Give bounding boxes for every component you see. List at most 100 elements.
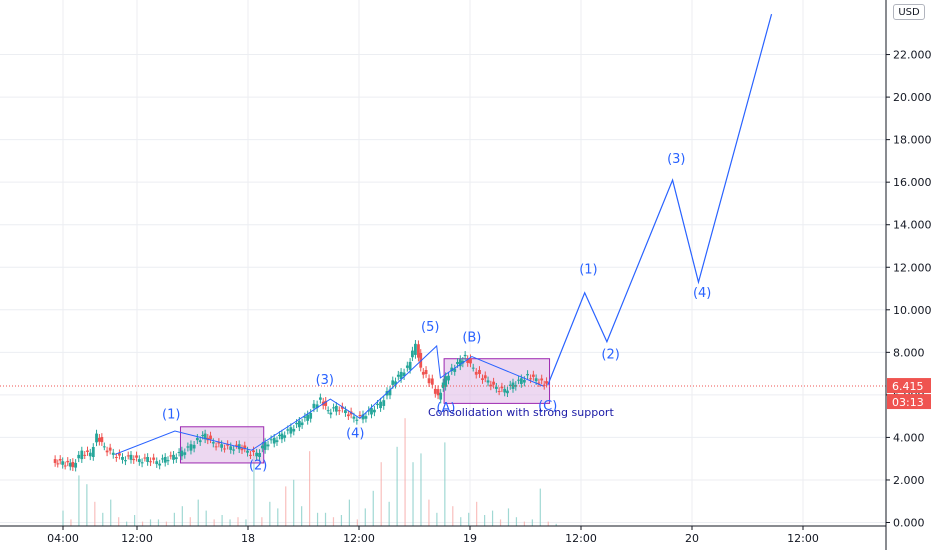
candle-body [497, 391, 501, 393]
candle-body [88, 452, 92, 457]
candle-body [453, 368, 457, 372]
volume-bar [484, 515, 486, 526]
candle-body [494, 386, 498, 389]
volume-bar [539, 488, 541, 526]
volume-bar [332, 517, 335, 526]
volume-bar [205, 510, 207, 526]
candle-body [439, 392, 443, 400]
volume-bar [499, 519, 502, 526]
candle-body [269, 439, 273, 441]
wave-label: (3) [667, 152, 685, 167]
candle-body [315, 404, 319, 409]
x-tick-label: 12:00 [121, 532, 153, 545]
candle-body [91, 446, 95, 457]
candle-body [132, 459, 136, 461]
y-tick-label: 0.000 [893, 517, 925, 530]
wave-label: (1) [162, 407, 180, 422]
candle-body [405, 365, 409, 368]
candle-body [424, 369, 428, 375]
candle-body [433, 388, 437, 394]
volume-bar [412, 462, 414, 526]
countdown-badge [887, 394, 931, 410]
volume-bar [133, 515, 136, 526]
candle-body [382, 400, 386, 406]
candle-body [174, 457, 178, 460]
wave-label: (2) [249, 458, 267, 473]
candle-body [58, 458, 62, 461]
candle-body [346, 414, 350, 417]
volume-bar [86, 484, 88, 526]
candle-body [158, 463, 162, 466]
candle-body [463, 354, 467, 357]
projection-line [547, 13, 773, 386]
volume-bar [141, 521, 144, 526]
candle-body [295, 422, 298, 425]
candle-body [105, 450, 109, 453]
candle-body [408, 361, 412, 370]
candle-body [441, 382, 445, 389]
candle-body [297, 420, 301, 428]
y-tick-label: 18.000 [893, 134, 932, 147]
candle-body [80, 450, 84, 460]
candle-body [364, 416, 368, 419]
candle-body [469, 358, 472, 364]
volume-bar [110, 499, 112, 526]
candle-body [334, 405, 338, 412]
wave-label: (A) [436, 401, 455, 416]
wave-label: (4) [346, 426, 364, 441]
candle-body [332, 407, 335, 409]
volume-bar [102, 512, 104, 526]
candle-body [427, 378, 431, 384]
candle-body [506, 390, 509, 394]
volume-bar [165, 521, 168, 526]
candle-body [255, 452, 259, 457]
y-tick-label: 14.000 [893, 219, 932, 232]
volume-bar [452, 506, 454, 526]
volume-bar [324, 512, 327, 526]
candle-body [481, 378, 484, 380]
candle-body [492, 381, 495, 385]
candle-body [537, 382, 541, 384]
countdown-label: 03:13 [892, 396, 924, 409]
candle-body [344, 410, 347, 414]
candle-body [483, 375, 487, 379]
volume-bar [62, 510, 64, 526]
candle-body [77, 454, 81, 459]
candle-body [108, 447, 112, 451]
candle-body [211, 442, 215, 444]
volume-bar [213, 519, 215, 526]
volume-bar [380, 462, 382, 526]
candle-body [260, 445, 264, 449]
candle-body [263, 442, 267, 450]
candle-body [71, 461, 75, 468]
candle-body [534, 378, 538, 382]
volume-bar [555, 523, 557, 526]
candle-body [223, 448, 226, 450]
elliott-wave-line [114, 344, 545, 455]
volume-bar [531, 519, 533, 526]
volume-bar [149, 519, 152, 526]
candle-body [309, 412, 313, 419]
candle-body [436, 389, 440, 396]
candle-body [275, 440, 279, 443]
candle-body [56, 463, 60, 465]
wave-label: (5) [421, 320, 439, 335]
candle-body [414, 343, 417, 355]
volume-bar [293, 479, 295, 526]
candle-body [74, 462, 78, 468]
candle-body [102, 446, 106, 448]
candle-body [161, 458, 164, 460]
volume-bar [78, 475, 80, 526]
candle-body [192, 444, 196, 449]
candle-body [458, 359, 462, 367]
wave-label: (B) [462, 331, 481, 346]
candle-body [114, 456, 118, 458]
candle-body [232, 449, 236, 451]
volume-bar [523, 521, 525, 526]
candle-body [300, 422, 304, 426]
candle-body [209, 435, 212, 440]
currency-button[interactable]: USD [893, 4, 925, 20]
candle-body [411, 350, 414, 358]
